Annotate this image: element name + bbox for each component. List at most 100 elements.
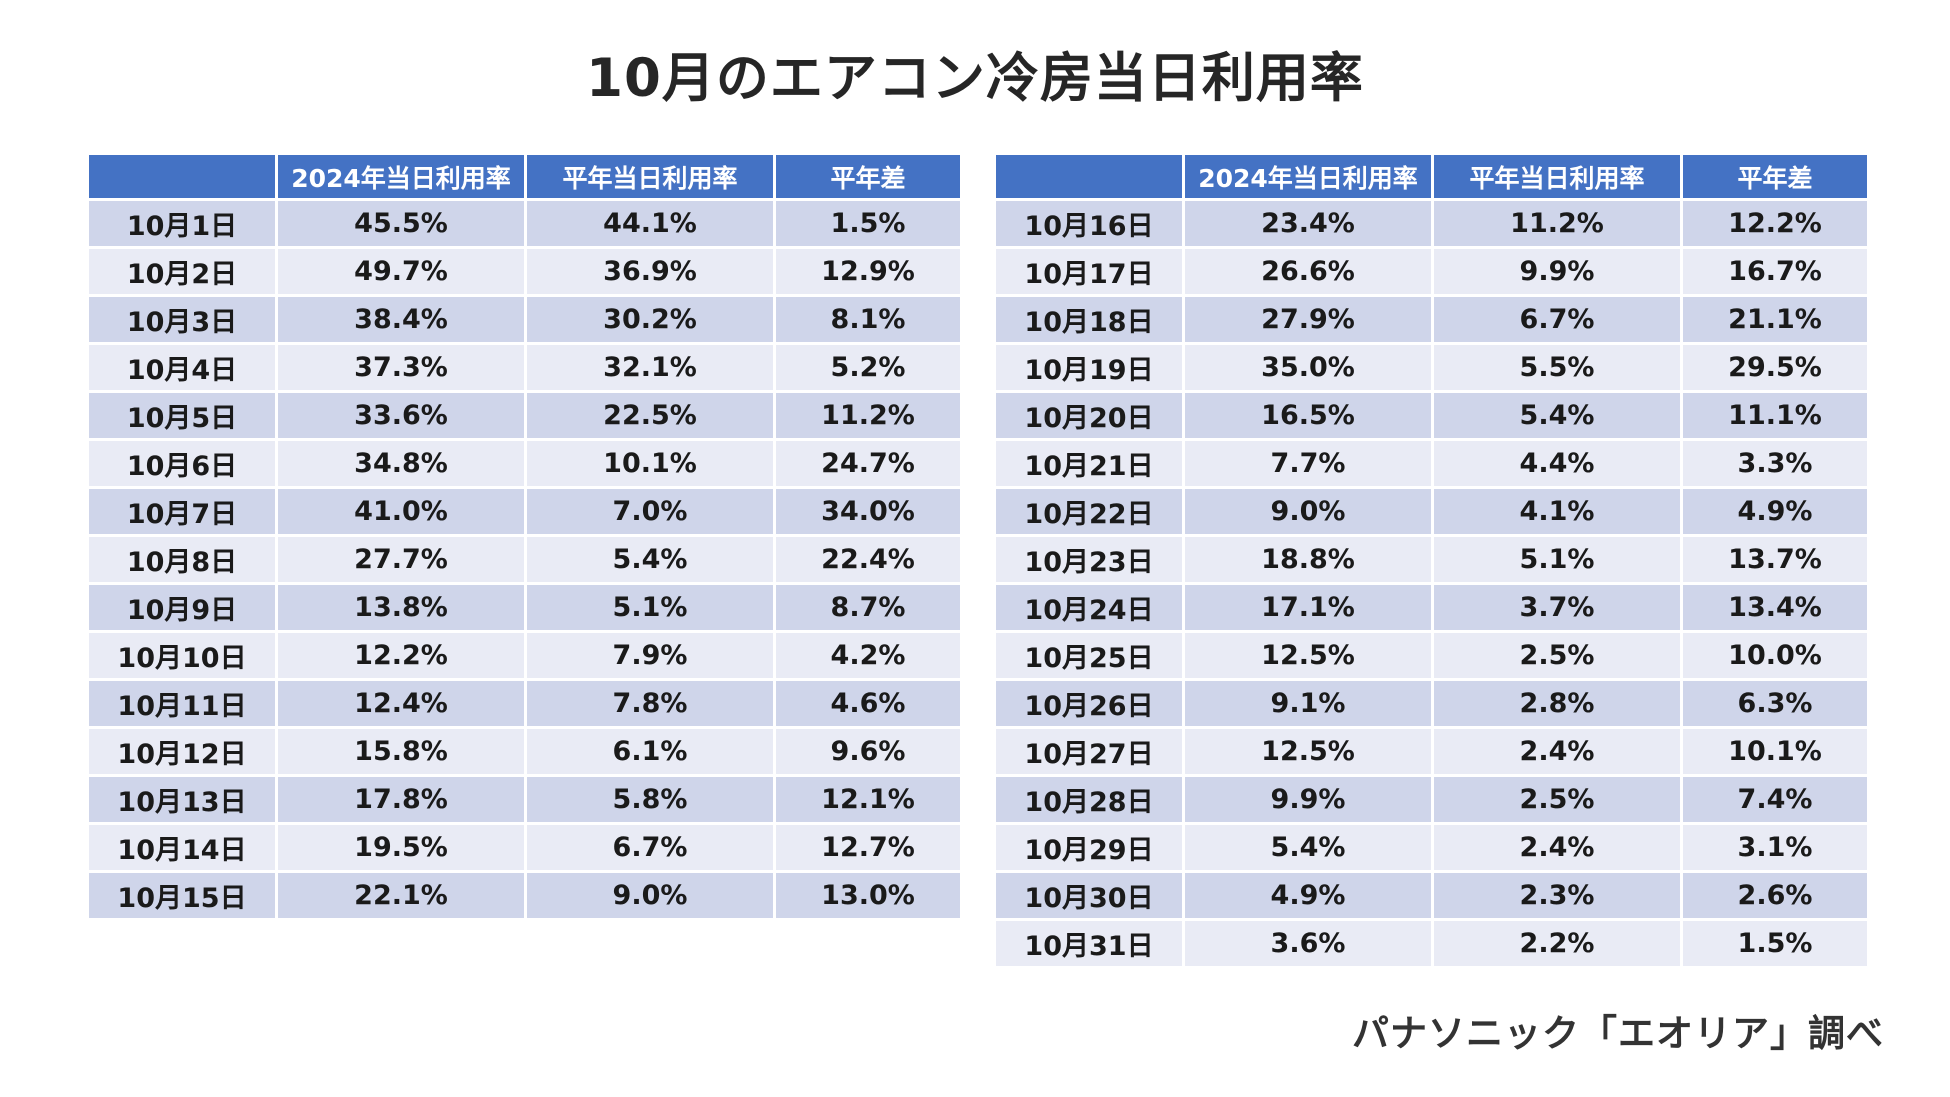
cell-difference: 12.1% [776, 777, 960, 822]
cell-2024-rate: 41.0% [278, 489, 524, 534]
cell-normal-rate: 6.7% [527, 825, 773, 870]
table-row: 10月2日 49.7% 36.9% 12.9% [89, 249, 960, 294]
cell-date: 10月30日 [996, 873, 1182, 918]
cell-date: 10月24日 [996, 585, 1182, 630]
cell-2024-rate: 12.2% [278, 633, 524, 678]
cell-normal-rate: 30.2% [527, 297, 773, 342]
cell-normal-rate: 22.5% [527, 393, 773, 438]
cell-2024-rate: 27.9% [1185, 297, 1431, 342]
table-row: 10月28日 9.9% 2.5% 7.4% [996, 777, 1867, 822]
cell-difference: 21.1% [1683, 297, 1867, 342]
cell-difference: 12.9% [776, 249, 960, 294]
cell-2024-rate: 34.8% [278, 441, 524, 486]
table-row: 10月23日 18.8% 5.1% 13.7% [996, 537, 1867, 582]
cell-date: 10月1日 [89, 201, 275, 246]
table-row: 10月9日 13.8% 5.1% 8.7% [89, 585, 960, 630]
cell-2024-rate: 22.1% [278, 873, 524, 918]
cell-date: 10月15日 [89, 873, 275, 918]
table-row: 10月17日 26.6% 9.9% 16.7% [996, 249, 1867, 294]
table-row: 10月26日 9.1% 2.8% 6.3% [996, 681, 1867, 726]
cell-2024-rate: 13.8% [278, 585, 524, 630]
cell-date: 10月29日 [996, 825, 1182, 870]
cell-date: 10月11日 [89, 681, 275, 726]
table-body: 10月1日 45.5% 44.1% 1.5% 10月2日 49.7% 36.9% 12.9% 1… [89, 201, 960, 918]
cell-2024-rate: 19.5% [278, 825, 524, 870]
table-row: 10月22日 9.0% 4.1% 4.9% [996, 489, 1867, 534]
cell-2024-rate: 26.6% [1185, 249, 1431, 294]
cell-normal-rate: 11.2% [1434, 201, 1680, 246]
cell-2024-rate: 9.9% [1185, 777, 1431, 822]
cell-date: 10月25日 [996, 633, 1182, 678]
cell-2024-rate: 15.8% [278, 729, 524, 774]
cell-normal-rate: 2.4% [1434, 729, 1680, 774]
cell-normal-rate: 3.7% [1434, 585, 1680, 630]
cell-difference: 1.5% [1683, 921, 1867, 966]
cell-date: 10月10日 [89, 633, 275, 678]
cell-normal-rate: 4.1% [1434, 489, 1680, 534]
header-date [89, 155, 275, 198]
table-row: 10月8日 27.7% 5.4% 22.4% [89, 537, 960, 582]
cell-normal-rate: 5.1% [527, 585, 773, 630]
cell-normal-rate: 7.0% [527, 489, 773, 534]
header-2024-rate: 2024年当日利用率 [278, 155, 524, 198]
cell-date: 10月5日 [89, 393, 275, 438]
cell-normal-rate: 5.4% [1434, 393, 1680, 438]
cell-date: 10月20日 [996, 393, 1182, 438]
cell-normal-rate: 32.1% [527, 345, 773, 390]
cell-2024-rate: 5.4% [1185, 825, 1431, 870]
cell-date: 10月19日 [996, 345, 1182, 390]
cell-2024-rate: 17.8% [278, 777, 524, 822]
table-row: 10月30日 4.9% 2.3% 2.6% [996, 873, 1867, 918]
cell-difference: 11.2% [776, 393, 960, 438]
cell-2024-rate: 12.4% [278, 681, 524, 726]
table-row: 10月11日 12.4% 7.8% 4.6% [89, 681, 960, 726]
cell-date: 10月27日 [996, 729, 1182, 774]
cell-difference: 13.0% [776, 873, 960, 918]
source-note: パナソニック「エオリア」調べ [1352, 1012, 1884, 1055]
cell-2024-rate: 12.5% [1185, 633, 1431, 678]
cell-difference: 3.3% [1683, 441, 1867, 486]
cell-difference: 6.3% [1683, 681, 1867, 726]
table-row: 10月21日 7.7% 4.4% 3.3% [996, 441, 1867, 486]
cell-difference: 7.4% [1683, 777, 1867, 822]
cell-difference: 13.7% [1683, 537, 1867, 582]
cell-difference: 13.4% [1683, 585, 1867, 630]
cell-normal-rate: 9.9% [1434, 249, 1680, 294]
table-row: 10月4日 37.3% 32.1% 5.2% [89, 345, 960, 390]
table-row: 10月18日 27.9% 6.7% 21.1% [996, 297, 1867, 342]
cell-2024-rate: 17.1% [1185, 585, 1431, 630]
cell-date: 10月12日 [89, 729, 275, 774]
cell-2024-rate: 18.8% [1185, 537, 1431, 582]
cell-normal-rate: 10.1% [527, 441, 773, 486]
table-row: 10月12日 15.8% 6.1% 9.6% [89, 729, 960, 774]
cell-2024-rate: 33.6% [278, 393, 524, 438]
cell-date: 10月3日 [89, 297, 275, 342]
cell-normal-rate: 2.5% [1434, 777, 1680, 822]
cell-date: 10月21日 [996, 441, 1182, 486]
table-row: 10月7日 41.0% 7.0% 34.0% [89, 489, 960, 534]
cell-difference: 1.5% [776, 201, 960, 246]
cell-date: 10月6日 [89, 441, 275, 486]
cell-normal-rate: 44.1% [527, 201, 773, 246]
table-row: 10月1日 45.5% 44.1% 1.5% [89, 201, 960, 246]
cell-date: 10月8日 [89, 537, 275, 582]
cell-normal-rate: 5.8% [527, 777, 773, 822]
cell-2024-rate: 12.5% [1185, 729, 1431, 774]
header-2024-rate: 2024年当日利用率 [1185, 155, 1431, 198]
table-row: 10月27日 12.5% 2.4% 10.1% [996, 729, 1867, 774]
cell-difference: 2.6% [1683, 873, 1867, 918]
cell-date: 10月2日 [89, 249, 275, 294]
cell-2024-rate: 4.9% [1185, 873, 1431, 918]
table-row: 10月20日 16.5% 5.4% 11.1% [996, 393, 1867, 438]
cell-normal-rate: 36.9% [527, 249, 773, 294]
usage-table-right: 2024年当日利用率 平年当日利用率 平年差 10月16日 23.4% 11.2% 1… [993, 152, 1870, 969]
cell-normal-rate: 5.1% [1434, 537, 1680, 582]
table-row: 10月10日 12.2% 7.9% 4.2% [89, 633, 960, 678]
cell-date: 10月9日 [89, 585, 275, 630]
table-header-row: 2024年当日利用率 平年当日利用率 平年差 [996, 155, 1867, 198]
cell-2024-rate: 16.5% [1185, 393, 1431, 438]
cell-difference: 3.1% [1683, 825, 1867, 870]
cell-difference: 10.0% [1683, 633, 1867, 678]
cell-date: 10月17日 [996, 249, 1182, 294]
cell-normal-rate: 7.9% [527, 633, 773, 678]
